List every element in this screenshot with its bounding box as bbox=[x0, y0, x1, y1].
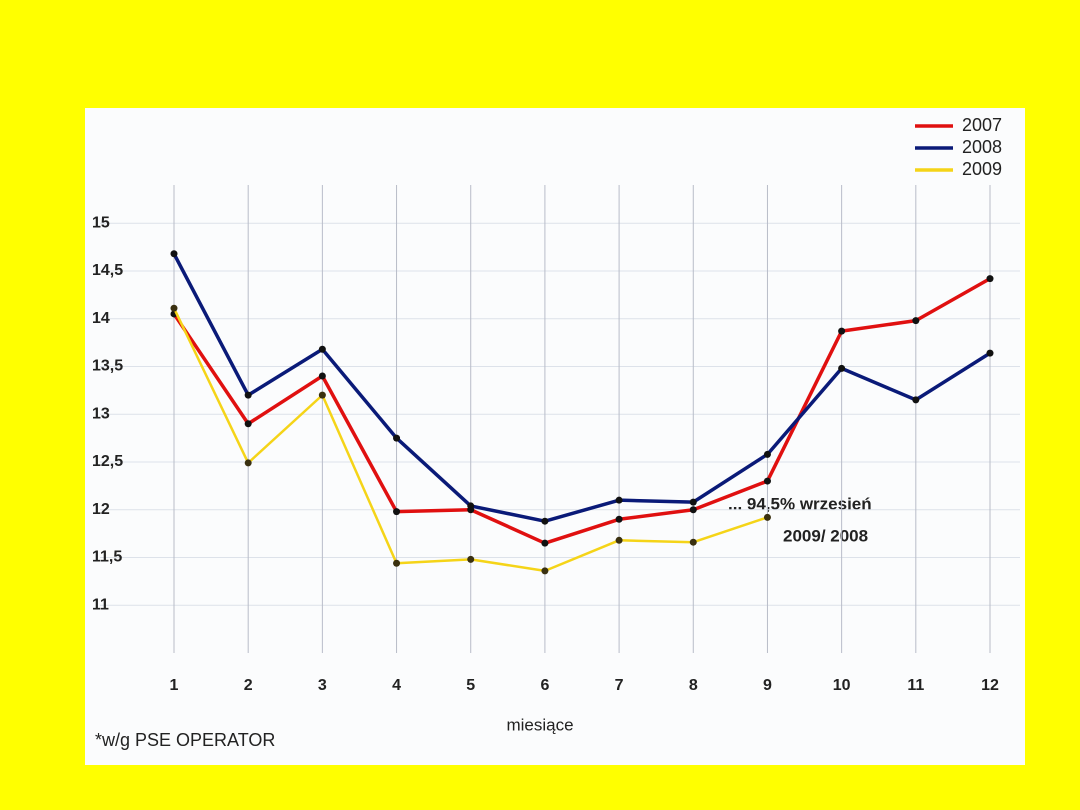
y-tick-label: 12,5 bbox=[92, 453, 123, 470]
y-tick-label: 15 bbox=[92, 214, 110, 231]
data-point bbox=[393, 508, 401, 516]
data-point bbox=[393, 559, 401, 567]
x-axis-label: miesiące bbox=[506, 715, 573, 734]
data-point bbox=[986, 349, 994, 357]
data-point bbox=[541, 567, 549, 575]
series-line bbox=[172, 252, 991, 523]
x-tick-label: 9 bbox=[763, 677, 772, 694]
data-point bbox=[318, 345, 326, 353]
x-tick-label: 7 bbox=[615, 677, 624, 694]
series-line bbox=[172, 277, 991, 545]
data-point bbox=[318, 391, 326, 399]
y-tick-label: 11,5 bbox=[92, 549, 122, 566]
y-tick-label: 12 bbox=[92, 501, 110, 518]
x-tick-label: 1 bbox=[170, 677, 179, 694]
data-point bbox=[244, 459, 252, 467]
data-point bbox=[689, 538, 697, 546]
legend-label: 2008 bbox=[962, 137, 1002, 157]
x-tick-label: 5 bbox=[466, 677, 475, 694]
legend-label: 2009 bbox=[962, 159, 1002, 179]
data-point bbox=[986, 275, 994, 283]
data-point bbox=[170, 304, 178, 312]
data-point bbox=[838, 364, 846, 372]
annotation: ... 94,5% wrzesień bbox=[728, 494, 872, 513]
x-tick-label: 6 bbox=[540, 677, 549, 694]
legend-label: 2007 bbox=[962, 115, 1002, 135]
data-point bbox=[615, 515, 623, 523]
data-point bbox=[763, 513, 771, 521]
data-point bbox=[689, 506, 697, 514]
y-tick-label: 14 bbox=[92, 310, 110, 327]
data-point bbox=[912, 396, 920, 404]
data-point bbox=[318, 372, 326, 380]
x-tick-label: 2 bbox=[244, 677, 253, 694]
x-tick-label: 10 bbox=[833, 677, 851, 694]
data-point bbox=[170, 250, 178, 258]
annotation: 2009/ 2008 bbox=[783, 526, 868, 545]
data-point bbox=[689, 498, 697, 506]
data-point bbox=[763, 450, 771, 458]
y-tick-label: 14,5 bbox=[92, 262, 123, 279]
data-point bbox=[393, 434, 401, 442]
x-tick-label: 3 bbox=[318, 677, 327, 694]
footnote: *w/g PSE OPERATOR bbox=[95, 730, 275, 750]
data-point bbox=[467, 502, 475, 510]
data-point bbox=[615, 496, 623, 504]
data-point bbox=[467, 555, 475, 563]
y-tick-label: 13 bbox=[92, 405, 110, 422]
x-tick-label: 4 bbox=[392, 677, 401, 694]
data-point bbox=[244, 391, 252, 399]
data-point bbox=[763, 477, 771, 485]
y-tick-label: 13,5 bbox=[92, 358, 123, 375]
data-point bbox=[541, 517, 549, 525]
data-point bbox=[838, 327, 846, 335]
x-tick-label: 11 bbox=[907, 677, 924, 694]
y-tick-label: 11 bbox=[92, 596, 109, 613]
data-point bbox=[912, 317, 920, 325]
data-point bbox=[615, 536, 623, 544]
x-tick-label: 8 bbox=[689, 677, 698, 694]
data-point bbox=[244, 420, 252, 428]
x-tick-label: 12 bbox=[981, 677, 999, 694]
chart-panel bbox=[85, 108, 1025, 765]
data-point bbox=[541, 539, 549, 547]
